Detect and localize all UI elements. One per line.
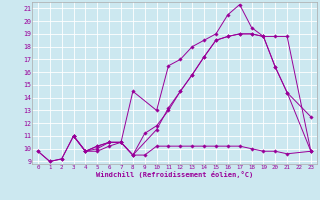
X-axis label: Windchill (Refroidissement éolien,°C): Windchill (Refroidissement éolien,°C)	[96, 171, 253, 178]
